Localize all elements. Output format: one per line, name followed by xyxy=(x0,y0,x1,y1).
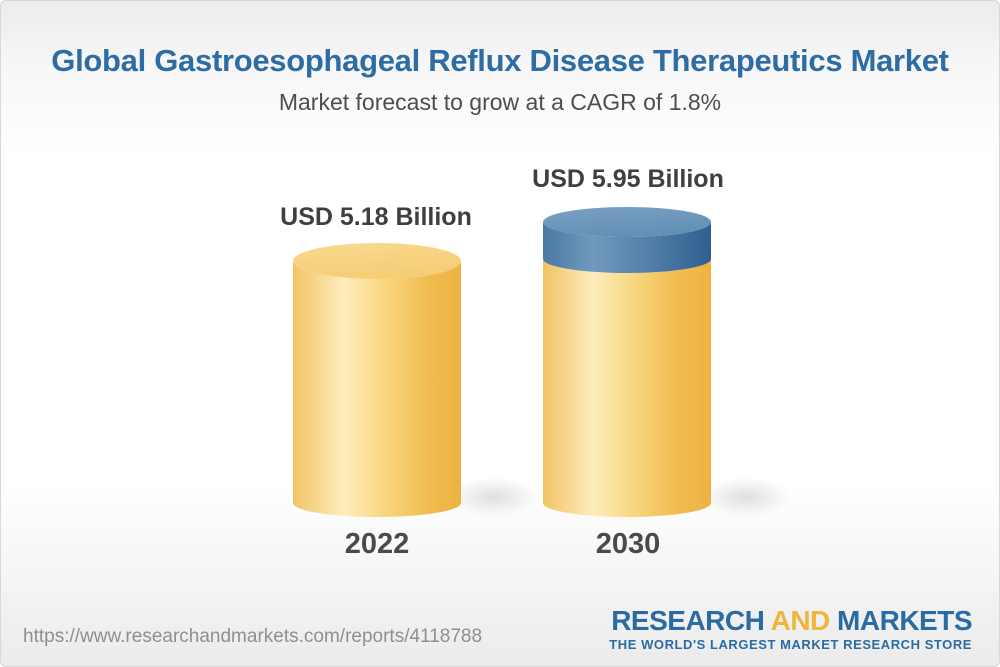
year-label-2030: 2030 xyxy=(595,528,661,560)
logo-tagline: THE WORLD'S LARGEST MARKET RESEARCH STOR… xyxy=(609,637,972,653)
cylinder-2030 xyxy=(543,207,711,517)
chart-subtitle: Market forecast to grow at a CAGR of 1.8… xyxy=(278,89,722,115)
cylinder-2030-shadow xyxy=(701,477,791,517)
logo-word-and: AND xyxy=(770,604,831,636)
chart-title: Global Gastroesophageal Reflux Disease T… xyxy=(51,43,949,78)
value-label-2030: USD 5.95 Billion xyxy=(532,165,724,193)
cylinder-2022 xyxy=(293,243,461,517)
value-label-2022: USD 5.18 Billion xyxy=(280,203,472,231)
report-url[interactable]: https://www.researchandmarkets.com/repor… xyxy=(23,626,483,647)
cylinder-2022-shadow xyxy=(449,477,539,517)
logo-word-markets: MARKETS xyxy=(837,604,972,636)
logo-wordmark: RESEARCH AND MARKETS xyxy=(609,606,972,635)
research-and-markets-logo: RESEARCH AND MARKETS THE WORLD'S LARGEST… xyxy=(609,606,972,652)
logo-word-research: RESEARCH xyxy=(611,604,765,636)
year-label-2022: 2022 xyxy=(344,528,410,560)
